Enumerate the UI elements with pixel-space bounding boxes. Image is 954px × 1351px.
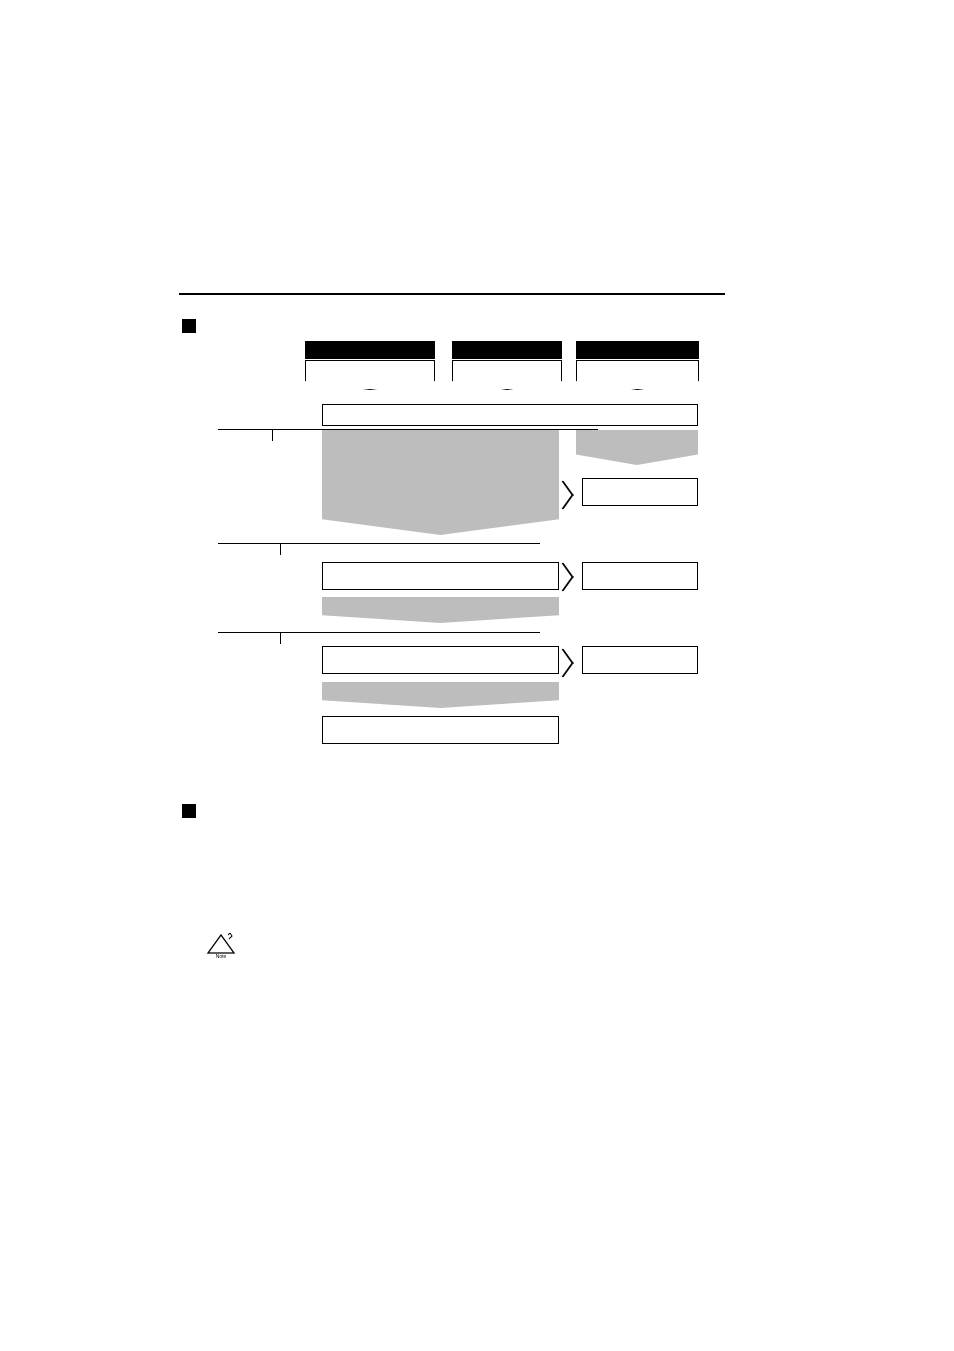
section-tick-1 xyxy=(272,429,273,441)
section-rule-2 xyxy=(218,543,540,544)
section-rule-3 xyxy=(218,632,540,633)
side-box-3 xyxy=(582,646,698,674)
side-box-2 xyxy=(582,562,698,590)
side-box-1 xyxy=(582,478,698,506)
header-chevron-2 xyxy=(452,360,562,390)
bracket-2 xyxy=(561,562,573,592)
bracket-3 xyxy=(561,648,573,678)
bullet-square-2 xyxy=(182,804,196,818)
section-tick-2 xyxy=(280,543,281,555)
header-tab-2 xyxy=(452,341,562,359)
header-tab-3 xyxy=(576,341,699,359)
section-tick-3 xyxy=(280,632,281,644)
top-rule xyxy=(179,293,725,295)
grey-chevron-row3 xyxy=(322,597,559,623)
row5-box xyxy=(322,716,559,744)
header-chevron-3 xyxy=(576,360,699,390)
grey-chevron-row4 xyxy=(322,682,559,708)
header-chevron-1 xyxy=(305,360,435,390)
bracket-1 xyxy=(561,480,573,510)
header-tab-1 xyxy=(305,341,435,359)
page: Note xyxy=(0,0,954,1351)
row3-box xyxy=(322,562,559,590)
grey-block-main xyxy=(322,430,559,535)
note-label: Note xyxy=(216,954,227,959)
grey-block-side xyxy=(576,430,698,465)
section-rule-1 xyxy=(218,429,598,430)
bullet-square-1 xyxy=(182,319,196,333)
note-icon: Note xyxy=(206,933,236,959)
row2-box xyxy=(322,404,698,426)
row4-box xyxy=(322,646,559,674)
